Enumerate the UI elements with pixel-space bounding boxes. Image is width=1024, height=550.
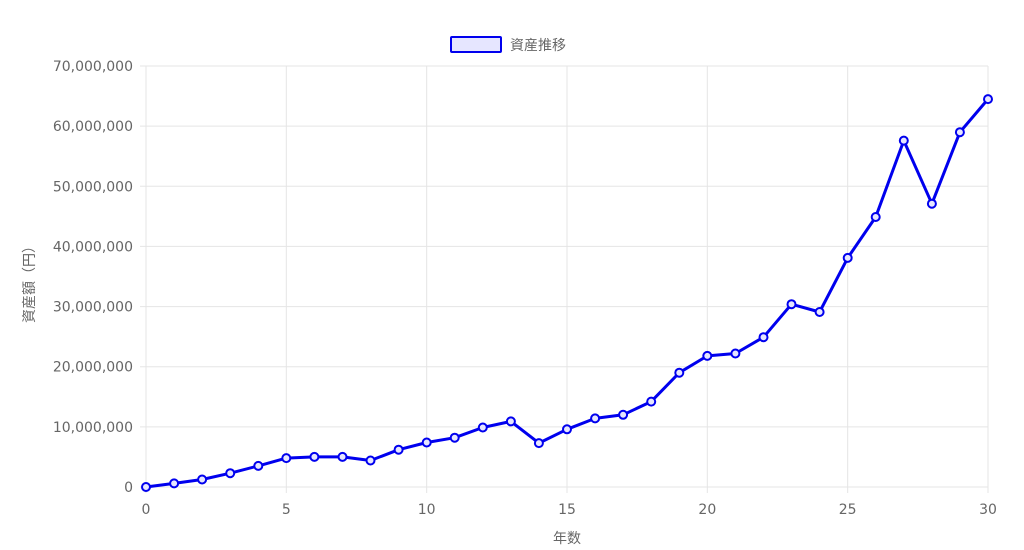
y-tick-label: 0 [124, 480, 133, 496]
series-point-layer [141, 94, 993, 492]
x-tick-label: 30 [979, 502, 997, 518]
data-point[interactable] [169, 478, 180, 489]
data-point[interactable] [646, 396, 657, 407]
data-point[interactable] [337, 451, 348, 462]
data-point[interactable] [309, 451, 320, 462]
data-point[interactable] [197, 474, 208, 485]
data-point[interactable] [842, 252, 853, 263]
y-tick-label: 60,000,000 [53, 119, 133, 135]
y-tick-label: 30,000,000 [53, 300, 133, 316]
x-tick-label: 0 [142, 502, 151, 518]
data-point[interactable] [898, 135, 909, 146]
data-point[interactable] [281, 453, 292, 464]
legend[interactable]: 資産推移 [450, 36, 566, 54]
data-point[interactable] [926, 198, 937, 209]
data-point[interactable] [758, 332, 769, 343]
data-point[interactable] [983, 94, 993, 105]
data-point[interactable] [365, 455, 376, 466]
data-point[interactable] [141, 482, 151, 492]
data-point[interactable] [421, 437, 432, 448]
data-point[interactable] [225, 468, 236, 479]
data-point[interactable] [253, 460, 264, 471]
data-point[interactable] [954, 127, 965, 138]
axes: 0 5 10 15 20 25 30 0 10,000,000 20,000,000 30,000,… [53, 59, 997, 518]
data-point[interactable] [449, 432, 460, 443]
x-tick-label: 15 [558, 502, 576, 518]
data-point[interactable] [533, 438, 544, 449]
x-tick-label: 25 [839, 502, 857, 518]
x-tick-label: 20 [698, 502, 716, 518]
data-point[interactable] [786, 299, 797, 310]
data-point[interactable] [702, 350, 713, 361]
data-point[interactable] [730, 348, 741, 359]
y-tick-label: 70,000,000 [53, 59, 133, 75]
data-point[interactable] [505, 416, 516, 427]
x-axis-title: 年数 [553, 531, 581, 547]
x-tick-label: 10 [418, 502, 436, 518]
y-tick-label: 50,000,000 [53, 179, 133, 195]
grid [140, 65, 989, 493]
data-point[interactable] [674, 367, 685, 378]
y-tick-label: 10,000,000 [53, 420, 133, 436]
data-point[interactable] [870, 212, 881, 222]
legend-label[interactable]: 資産推移 [510, 38, 566, 54]
data-point[interactable] [393, 444, 404, 455]
data-point[interactable] [477, 422, 488, 433]
x-tick-label: 5 [282, 502, 291, 518]
y-tick-label: 40,000,000 [53, 239, 133, 255]
legend-swatch[interactable] [450, 36, 502, 53]
data-point[interactable] [590, 413, 601, 424]
y-axis-title: 資産額（円） [22, 239, 38, 323]
data-point[interactable] [618, 409, 629, 420]
y-tick-label: 20,000,000 [53, 360, 133, 376]
data-point[interactable] [562, 424, 572, 435]
data-point[interactable] [814, 307, 825, 317]
